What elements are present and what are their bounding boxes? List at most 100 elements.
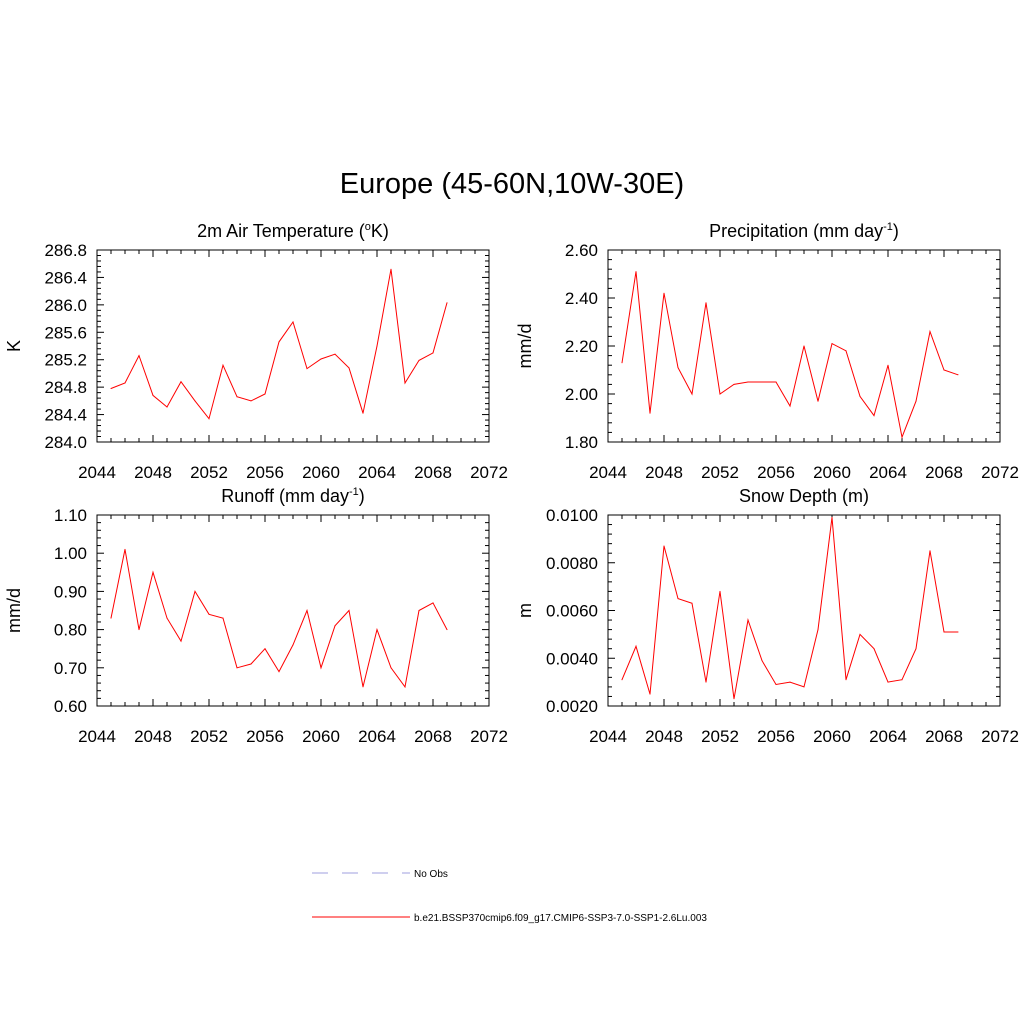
data-point-2047 (138, 355, 140, 357)
data-point-2045 (110, 617, 112, 619)
data-point-2048 (152, 394, 154, 396)
data-point-2062 (859, 395, 861, 397)
panel-title-superscript: -1 (883, 221, 893, 233)
data-point-2059 (817, 629, 819, 631)
x-tick-label: 2060 (302, 463, 340, 482)
panel-1-2m-air-temperature-k: 2044 2048 2052 2056 2060 2064 2068 2072 284.0 284… (4, 221, 508, 482)
y-tick-label: 0.90 (54, 582, 87, 601)
data-point-2065 (901, 679, 903, 681)
x-tick-label: 2072 (470, 727, 508, 746)
data-point-2062 (348, 367, 350, 369)
y-tick-label: 0.70 (54, 659, 87, 678)
data-point-2053 (733, 383, 735, 385)
y-axis-label: mm/d (515, 324, 535, 369)
data-point-2066 (915, 400, 917, 402)
data-point-2053 (733, 698, 735, 700)
data-point-2056 (775, 684, 777, 685)
data-point-2061 (845, 679, 847, 681)
data-point-2056 (264, 393, 266, 395)
data-points (110, 268, 448, 420)
data-point-2054 (236, 396, 238, 398)
panel-title: Runoff (mm day-1) (221, 486, 365, 506)
plot-frame (96, 249, 490, 443)
data-point-2046 (635, 645, 637, 647)
x-tick-label: 2060 (813, 463, 851, 482)
data-point-2069 (446, 629, 448, 631)
data-point-2068 (943, 369, 945, 371)
y-tick-label: 0.0020 (546, 697, 598, 716)
data-point-2064 (887, 681, 889, 683)
data-point-2063 (362, 686, 364, 688)
x-tick-label: 2060 (813, 727, 851, 746)
data-point-2063 (873, 415, 875, 417)
tick-marks (607, 514, 1001, 707)
data-point-2056 (264, 648, 266, 650)
data-point-2059 (817, 400, 819, 402)
x-tick-label: 2048 (134, 463, 172, 482)
panel-title-text: Snow Depth (m) (739, 486, 869, 506)
y-tick-label: 1.80 (565, 433, 598, 452)
data-point-2045 (621, 362, 623, 364)
panel-title-text-end: K) (371, 221, 389, 241)
x-tick-label: 2064 (869, 727, 907, 746)
data-point-2055 (761, 660, 763, 662)
data-point-2069 (446, 302, 448, 304)
data-point-2062 (859, 633, 861, 635)
data-point-2068 (432, 602, 434, 604)
data-point-2064 (887, 364, 889, 366)
x-tick-label: 2052 (701, 463, 739, 482)
data-point-2062 (348, 610, 350, 611)
data-points (621, 516, 959, 700)
data-point-2065 (901, 436, 903, 438)
y-tick-label: 285.2 (44, 351, 87, 370)
y-tick-label: 1.10 (54, 506, 87, 525)
x-tick-label: 2068 (414, 727, 452, 746)
y-tick-label: 0.0080 (546, 554, 598, 573)
data-point-2050 (691, 393, 693, 395)
y-tick-label: 0.0040 (546, 649, 598, 668)
y-axis-label: K (4, 340, 24, 352)
data-point-2067 (418, 359, 420, 361)
data-point-2068 (432, 352, 434, 354)
data-point-2048 (663, 545, 665, 547)
x-tick-label: 2048 (645, 727, 683, 746)
data-point-2059 (306, 368, 308, 370)
data-point-2049 (166, 617, 168, 619)
data-point-2064 (376, 629, 378, 631)
data-point-2065 (390, 268, 392, 270)
data-point-2061 (334, 625, 336, 627)
x-tick-label: 2064 (869, 463, 907, 482)
data-point-2067 (929, 331, 931, 333)
data-point-2049 (166, 406, 168, 408)
x-tick-label: 2044 (78, 727, 116, 746)
data-point-2060 (320, 667, 322, 669)
data-point-2052 (208, 418, 210, 420)
y-tick-label: 2.40 (565, 289, 598, 308)
x-tick-label: 2044 (78, 463, 116, 482)
y-tick-label: 286.4 (44, 268, 87, 287)
x-tick-label: 2044 (589, 727, 627, 746)
data-point-2055 (761, 381, 763, 383)
y-tick-label: 284.8 (44, 378, 87, 397)
data-point-2054 (236, 667, 238, 669)
x-tick-label: 2060 (302, 727, 340, 746)
x-tick-label: 2052 (190, 727, 228, 746)
x-tick-label: 2056 (757, 727, 795, 746)
data-point-2050 (691, 602, 693, 604)
data-point-2067 (418, 610, 420, 611)
series-line (621, 271, 959, 439)
data-point-2052 (719, 393, 721, 395)
plot-frame (96, 514, 490, 707)
data-point-2061 (845, 350, 847, 352)
data-point-2069 (957, 631, 959, 633)
data-point-2055 (250, 663, 252, 665)
panel-2-precipitation-mm-day: 2044 2048 2052 2056 2060 2064 2068 2072 1.80 2.00… (515, 221, 1019, 482)
x-tick-label: 2068 (925, 463, 963, 482)
y-tick-label: 286.0 (44, 296, 87, 315)
data-point-2057 (278, 671, 280, 673)
data-point-2060 (831, 516, 833, 518)
tick-marks (607, 249, 1001, 443)
data-point-2047 (649, 412, 651, 414)
data-point-2064 (376, 345, 378, 347)
